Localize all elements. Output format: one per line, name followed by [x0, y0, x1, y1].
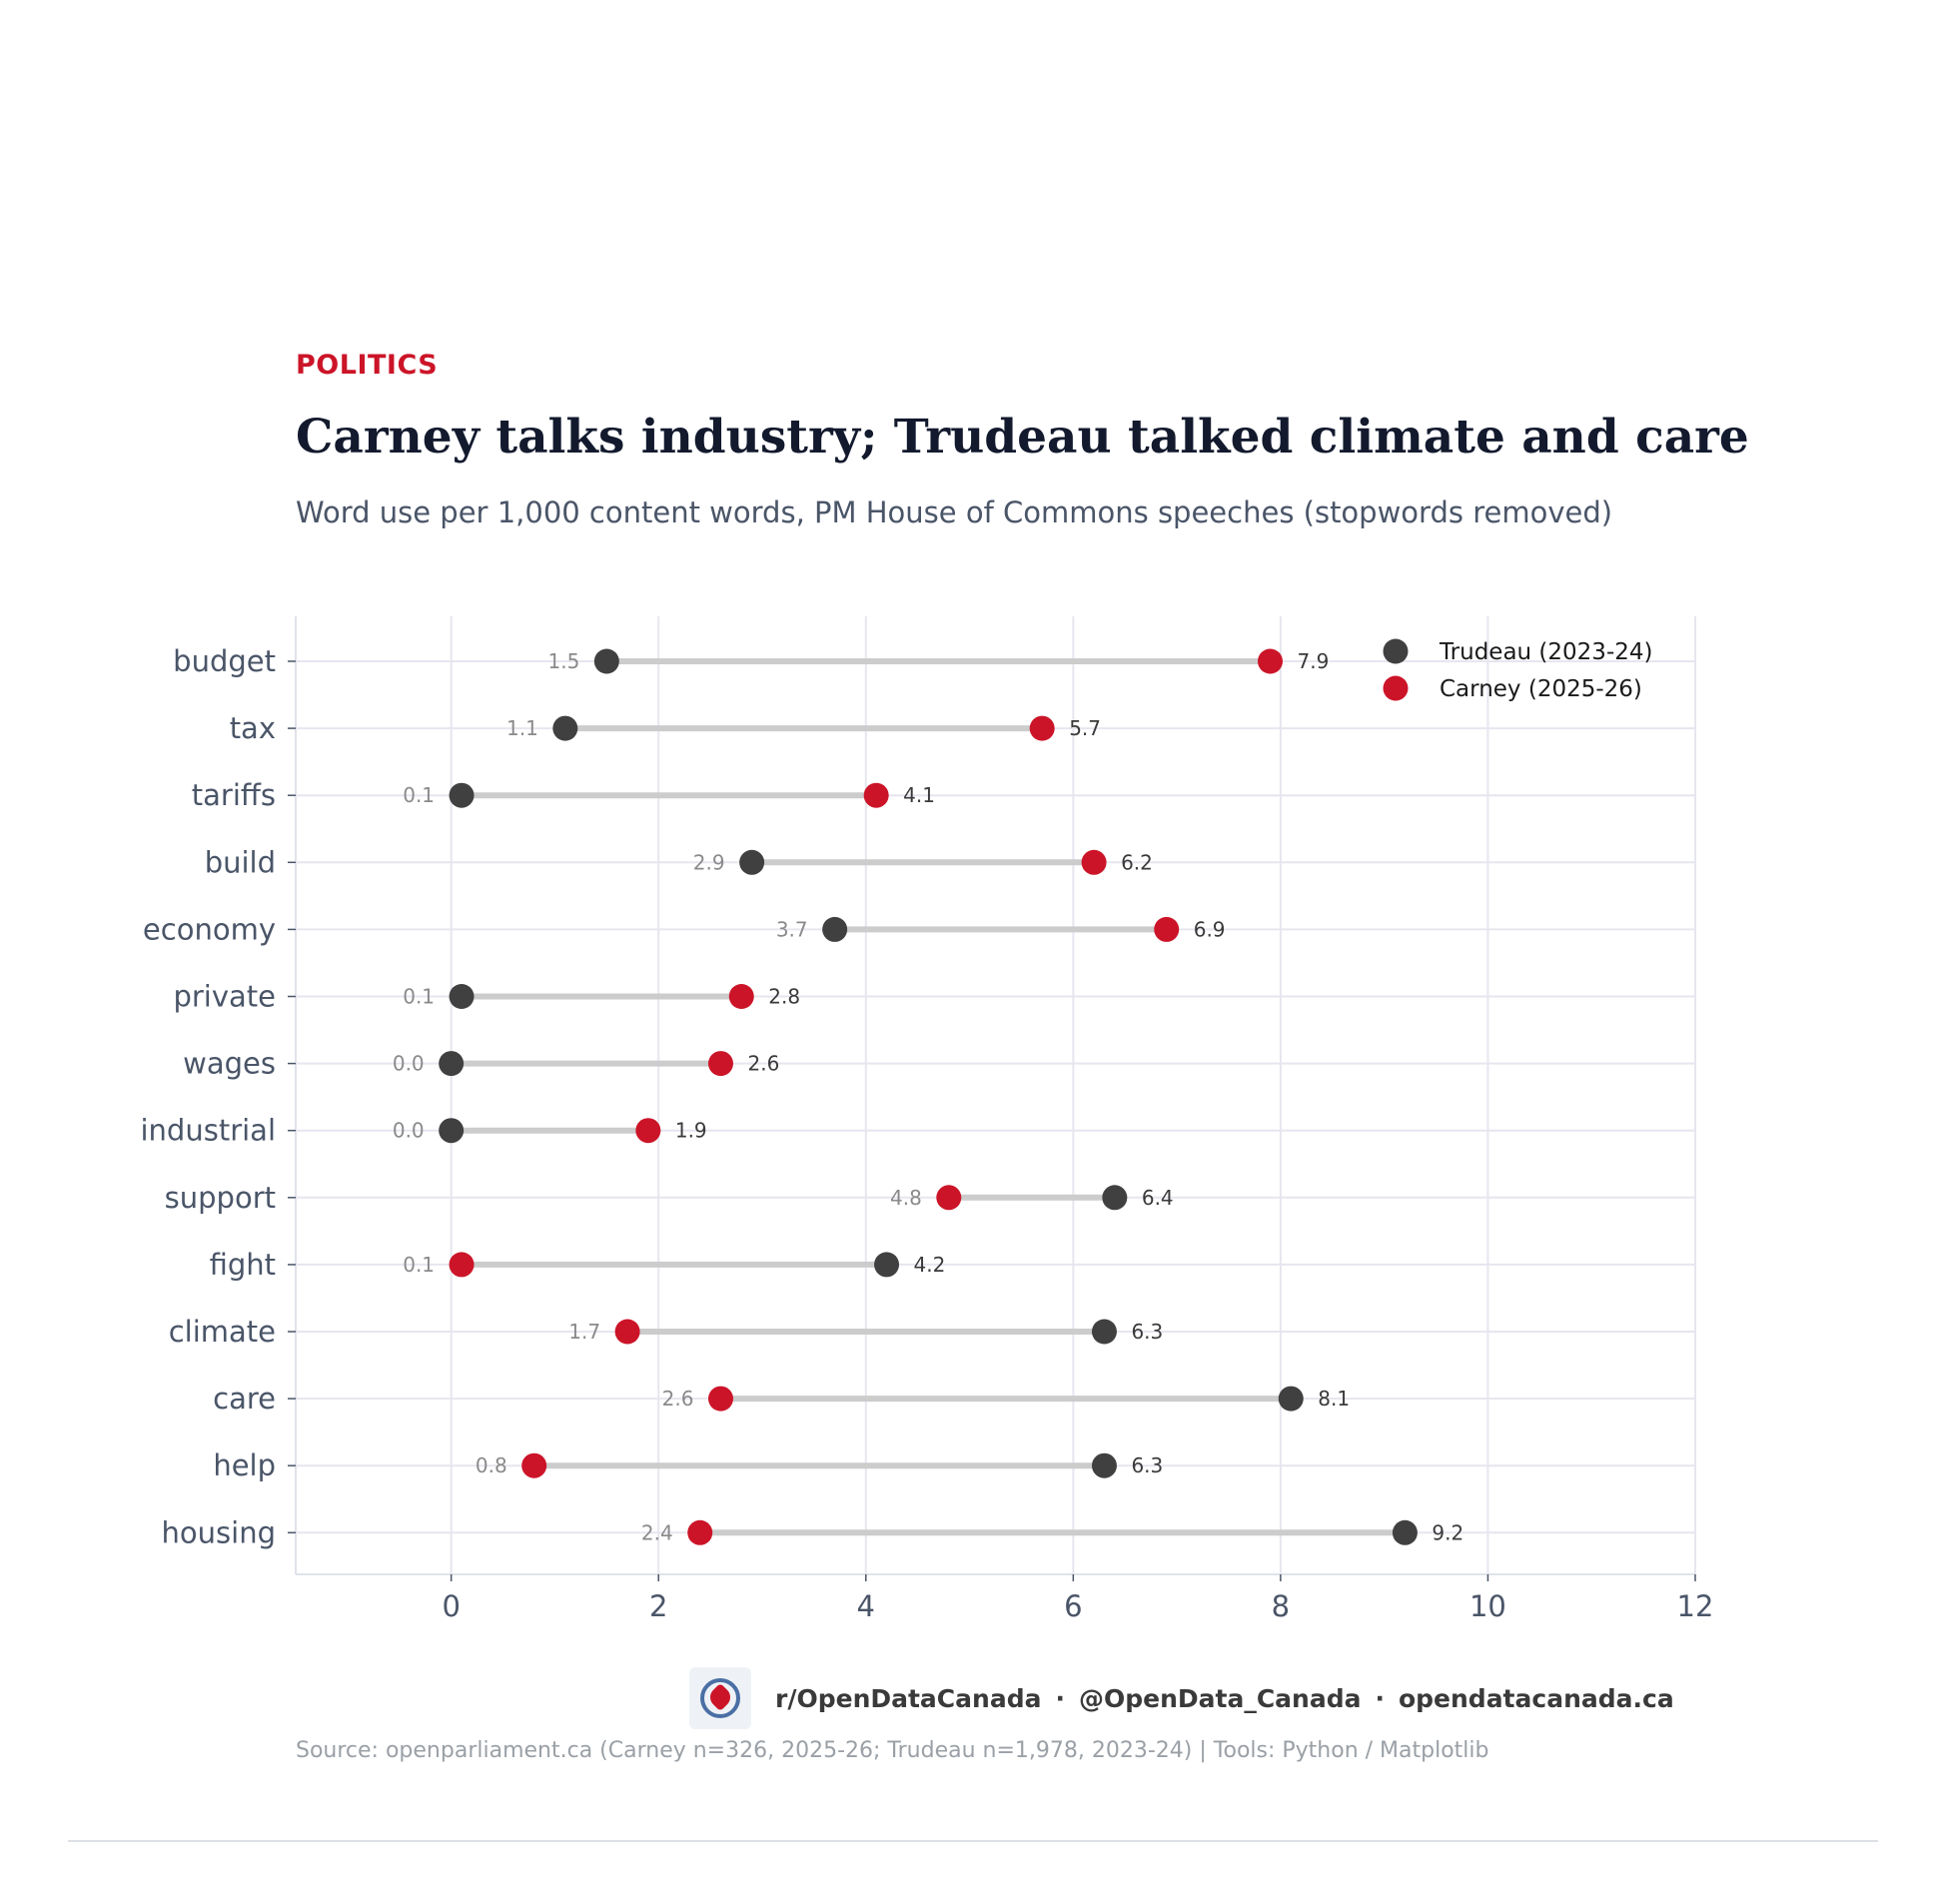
chart-subtitle: Word use per 1,000 content words, PM Hou… [296, 495, 1613, 529]
legend-carney-marker [1383, 675, 1409, 701]
trudeau-point [1278, 1386, 1304, 1412]
x-tick-label: 10 [1469, 1589, 1506, 1623]
low-value-label: 1.5 [548, 649, 580, 673]
carney-point [1258, 648, 1284, 674]
high-value-label: 6.9 [1194, 917, 1226, 941]
high-value-label: 2.6 [747, 1052, 779, 1076]
low-value-label: 1.7 [568, 1320, 600, 1344]
high-value-label: 6.3 [1131, 1453, 1163, 1477]
y-tick-label: tax [230, 711, 276, 745]
y-tick-label: wages [183, 1047, 276, 1081]
carney-point [635, 1118, 661, 1144]
carney-point [1154, 916, 1180, 942]
x-tick-label: 6 [1064, 1589, 1082, 1623]
low-value-label: 0.1 [403, 1253, 435, 1277]
high-value-label: 5.7 [1069, 716, 1101, 740]
y-tick-label: care [213, 1382, 276, 1416]
carney-point [1029, 715, 1055, 741]
high-value-label: 8.1 [1318, 1387, 1350, 1411]
carney-point [863, 782, 889, 808]
footer-divider [68, 1840, 1878, 1842]
brand-separator: · [1375, 1683, 1385, 1713]
y-tick-label: budget [173, 644, 276, 678]
high-value-label: 6.3 [1131, 1320, 1163, 1344]
low-value-label: 0.1 [403, 985, 435, 1009]
x-tick-label: 8 [1272, 1589, 1290, 1623]
website-link[interactable]: opendatacanada.ca [1398, 1683, 1674, 1713]
section-kicker: POLITICS [296, 350, 439, 381]
open-data-canada-logo-icon [689, 1667, 751, 1729]
high-value-label: 9.2 [1432, 1520, 1463, 1544]
y-tick-label: industrial [140, 1114, 276, 1148]
low-value-label: 1.1 [506, 716, 538, 740]
y-tick-label: help [213, 1448, 276, 1482]
trudeau-point [739, 849, 765, 875]
y-tick-label: private [173, 980, 276, 1014]
trudeau-point [439, 1118, 465, 1144]
legend-trudeau-label: Trudeau (2023-24) [1439, 639, 1652, 665]
trudeau-point [874, 1252, 900, 1278]
x-tick-label: 12 [1677, 1589, 1714, 1623]
carney-point [449, 1252, 475, 1278]
carney-point [936, 1185, 962, 1211]
y-tick-label: housing [162, 1515, 276, 1549]
carney-point [521, 1452, 547, 1478]
trudeau-point [1091, 1452, 1117, 1478]
y-tick-label: climate [169, 1315, 276, 1349]
trudeau-point [449, 782, 475, 808]
high-value-label: 1.9 [675, 1119, 707, 1143]
low-value-label: 4.8 [890, 1186, 922, 1210]
high-value-label: 7.9 [1298, 649, 1330, 673]
x-tick-label: 0 [442, 1589, 460, 1623]
high-value-label: 2.8 [768, 985, 800, 1009]
y-tick-label: support [165, 1181, 276, 1215]
carney-point [687, 1519, 713, 1545]
high-value-label: 4.2 [914, 1253, 946, 1277]
carney-point [614, 1319, 640, 1345]
low-value-label: 0.0 [393, 1119, 425, 1143]
carney-point [707, 1386, 733, 1412]
footer-brand: r/OpenDataCanada · @OpenData_Canada · op… [689, 1666, 1674, 1730]
high-value-label: 6.4 [1142, 1186, 1174, 1210]
low-value-label: 2.4 [641, 1520, 673, 1544]
chart-title: Carney talks industry; Trudeau talked cl… [296, 410, 1749, 465]
trudeau-point [1091, 1319, 1117, 1345]
trudeau-point [1102, 1185, 1128, 1211]
legend-trudeau-marker [1383, 638, 1409, 664]
low-value-label: 2.6 [662, 1387, 694, 1411]
reddit-handle[interactable]: r/OpenDataCanada [775, 1683, 1042, 1713]
trudeau-point [593, 648, 619, 674]
low-value-label: 0.1 [403, 783, 435, 807]
trudeau-point [552, 715, 578, 741]
low-value-label: 0.0 [393, 1052, 425, 1076]
trudeau-point [449, 984, 475, 1009]
low-value-label: 3.7 [776, 917, 808, 941]
carney-point [707, 1051, 733, 1077]
y-tick-label: tariffs [192, 778, 276, 812]
high-value-label: 6.2 [1121, 850, 1153, 874]
trudeau-point [439, 1051, 465, 1077]
y-tick-label: build [205, 845, 276, 879]
trudeau-point [822, 916, 848, 942]
x-tick-label: 4 [857, 1589, 875, 1623]
carney-point [1081, 849, 1107, 875]
x-tick-label: 2 [649, 1589, 667, 1623]
trudeau-point [1392, 1519, 1418, 1545]
low-value-label: 2.9 [693, 850, 725, 874]
carney-point [728, 984, 754, 1009]
legend-carney-label: Carney (2025-26) [1440, 676, 1642, 702]
twitter-handle[interactable]: @OpenData_Canada [1078, 1683, 1362, 1713]
y-tick-label: fight [210, 1248, 276, 1282]
high-value-label: 4.1 [903, 783, 935, 807]
y-tick-label: economy [143, 912, 276, 946]
source-note: Source: openparliament.ca (Carney n=326,… [296, 1738, 1489, 1763]
brand-separator: · [1055, 1683, 1065, 1713]
low-value-label: 0.8 [476, 1453, 507, 1477]
